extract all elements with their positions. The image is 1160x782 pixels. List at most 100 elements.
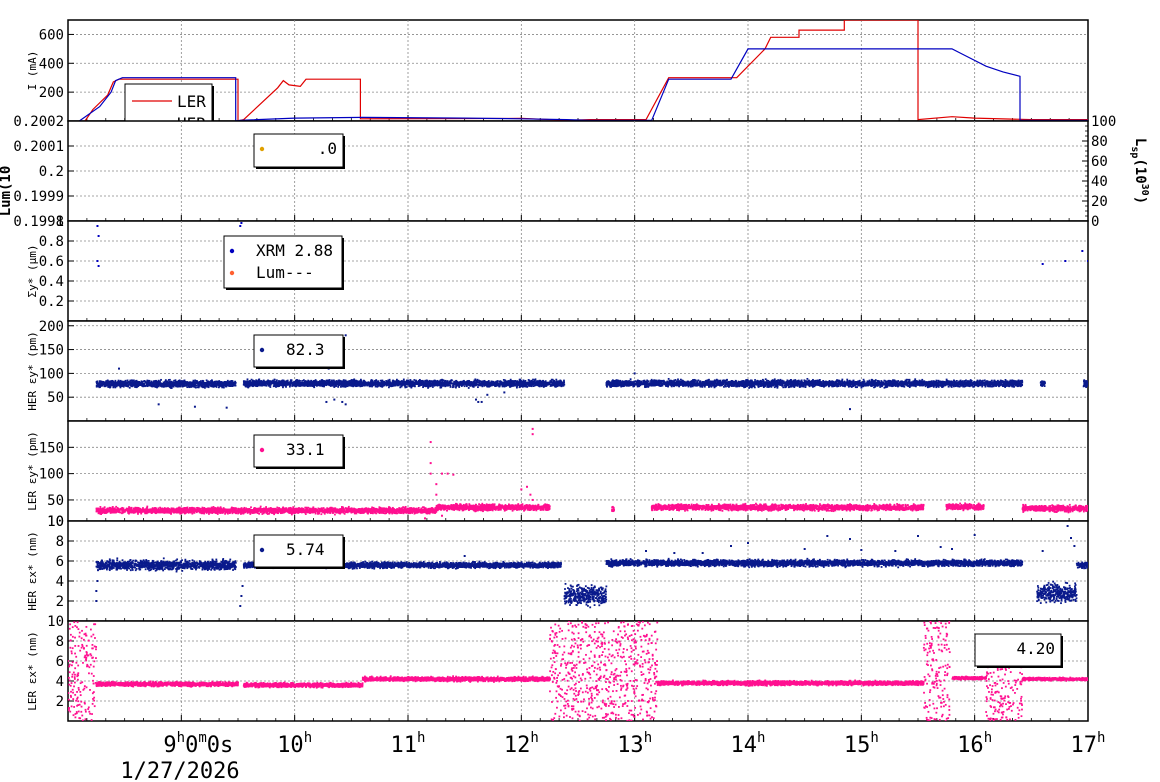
data-point bbox=[111, 381, 114, 384]
data-point bbox=[165, 385, 167, 388]
data-point bbox=[111, 384, 114, 387]
data-point bbox=[247, 383, 250, 386]
data-point bbox=[283, 380, 286, 383]
data-point bbox=[350, 382, 353, 385]
data-point bbox=[441, 384, 444, 387]
data-point bbox=[401, 383, 404, 386]
data-point bbox=[282, 379, 285, 382]
data-point bbox=[858, 379, 861, 382]
data-point bbox=[327, 381, 330, 383]
data-point bbox=[804, 380, 807, 382]
data-point bbox=[559, 379, 562, 382]
data-point bbox=[154, 382, 157, 385]
data-point bbox=[312, 383, 315, 386]
data-point bbox=[278, 385, 280, 387]
data-point bbox=[543, 382, 546, 385]
data-point bbox=[447, 381, 450, 384]
data-point bbox=[253, 380, 256, 382]
data-point bbox=[388, 384, 391, 387]
data-point bbox=[305, 382, 308, 385]
data-point bbox=[207, 384, 210, 387]
data-point bbox=[370, 380, 372, 382]
data-point bbox=[333, 386, 336, 388]
data-point bbox=[342, 379, 345, 382]
data-point bbox=[374, 380, 377, 383]
data-point bbox=[210, 379, 213, 382]
data-point bbox=[319, 380, 321, 382]
right-tick-label: 40 bbox=[1091, 174, 1108, 190]
data-point bbox=[264, 383, 267, 386]
data-point bbox=[310, 379, 313, 382]
data-point bbox=[516, 385, 518, 388]
data-point bbox=[246, 384, 249, 387]
data-point bbox=[126, 385, 129, 388]
data-point bbox=[499, 383, 501, 386]
data-point bbox=[480, 381, 483, 384]
data-point bbox=[380, 381, 383, 384]
data-point bbox=[506, 384, 508, 386]
data-point bbox=[121, 384, 123, 387]
data-point bbox=[667, 377, 670, 380]
data-point bbox=[248, 381, 251, 384]
data-point bbox=[518, 382, 521, 385]
data-point bbox=[298, 384, 301, 387]
data-point bbox=[266, 381, 269, 384]
data-point bbox=[385, 381, 388, 384]
data-point bbox=[109, 386, 112, 388]
data-point bbox=[189, 385, 192, 388]
data-point bbox=[447, 383, 450, 386]
data-point bbox=[393, 381, 396, 384]
data-point bbox=[322, 380, 325, 382]
data-point bbox=[335, 383, 338, 385]
data-point bbox=[211, 384, 214, 386]
data-point bbox=[753, 386, 756, 389]
data-point bbox=[520, 379, 522, 382]
data-point bbox=[470, 383, 473, 386]
legend-frame bbox=[253, 133, 344, 168]
data-point bbox=[302, 384, 305, 387]
data-point bbox=[551, 378, 554, 381]
y-tick-label: 400 bbox=[39, 56, 64, 72]
data-point bbox=[492, 380, 495, 383]
data-point bbox=[182, 380, 185, 383]
data-point bbox=[561, 382, 564, 385]
data-point bbox=[341, 380, 343, 383]
data-point bbox=[146, 379, 149, 382]
data-point bbox=[145, 384, 147, 387]
data-point bbox=[460, 385, 463, 387]
data-point bbox=[279, 383, 282, 386]
data-point bbox=[252, 384, 255, 387]
data-point bbox=[280, 380, 283, 382]
data-point bbox=[381, 379, 384, 382]
data-point bbox=[184, 384, 187, 387]
data-point bbox=[543, 381, 546, 383]
data-point bbox=[164, 380, 166, 383]
data-point bbox=[141, 384, 143, 386]
data-point bbox=[298, 383, 301, 385]
data-point bbox=[364, 383, 367, 386]
data-point bbox=[194, 386, 197, 389]
data-point bbox=[115, 384, 118, 387]
data-point bbox=[520, 383, 523, 386]
data-point bbox=[762, 386, 765, 389]
data-point bbox=[188, 383, 191, 386]
data-point bbox=[524, 379, 527, 382]
data-point bbox=[305, 380, 308, 383]
data-point bbox=[460, 381, 463, 384]
data-point bbox=[119, 382, 122, 385]
data-point bbox=[561, 384, 563, 387]
data-point bbox=[408, 385, 411, 388]
data-point bbox=[333, 380, 336, 383]
data-point bbox=[421, 382, 424, 385]
data-point bbox=[455, 380, 457, 382]
data-point bbox=[544, 380, 547, 383]
data-point bbox=[310, 382, 313, 385]
data-point bbox=[470, 381, 473, 383]
data-point bbox=[176, 384, 179, 386]
data-point bbox=[373, 382, 376, 384]
data-point bbox=[113, 383, 116, 385]
data-point bbox=[450, 382, 453, 385]
data-point bbox=[491, 384, 494, 386]
data-point bbox=[501, 381, 504, 384]
data-point bbox=[477, 386, 479, 389]
